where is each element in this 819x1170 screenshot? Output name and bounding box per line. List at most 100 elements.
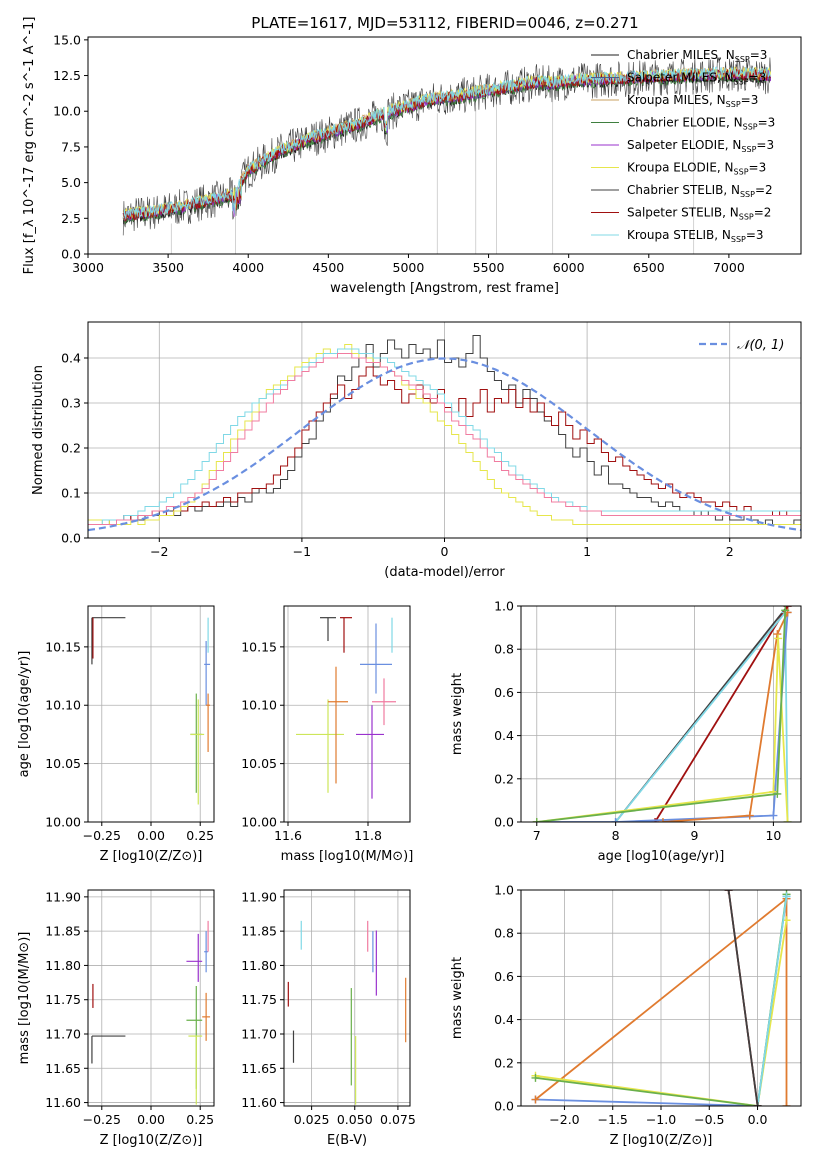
y-tick-label: 0.6 xyxy=(494,685,514,700)
x-tick-label: 4500 xyxy=(312,260,344,275)
x-tick-label: 7 xyxy=(533,828,541,843)
legend-label-main: Chabrier STELIB, N xyxy=(627,183,740,197)
x-tick-label: −2.0 xyxy=(549,1112,579,1127)
weight-marker xyxy=(651,818,660,822)
legend-label-main: Kroupa ELODIE, N xyxy=(627,161,734,175)
x-tick-label: 0.075 xyxy=(380,1112,416,1127)
y-tick-label: 11.90 xyxy=(241,889,277,904)
mass-vs-extinction-panel: 0.025 0.050 0.075 11.60 11.65 11.70 11.75 11.80… xyxy=(241,889,416,1148)
x-axis-title: age [log10(age/yr)] xyxy=(598,849,725,864)
y-tick-label: 5.0 xyxy=(61,175,81,190)
histogram-series-4 xyxy=(88,353,801,525)
legend-label-subscript: SSP xyxy=(734,78,749,87)
x-axis-title: (data-model)/error xyxy=(384,565,505,580)
y-tick-label: 0.0 xyxy=(494,1099,514,1114)
x-tick-label: 6500 xyxy=(633,260,665,275)
x-tick-label: 0.00 xyxy=(137,828,165,843)
y-tick-label: 11.70 xyxy=(241,1027,277,1042)
x-tick-label: 5500 xyxy=(473,260,505,275)
legend-label: Kroupa MILES, NSSP=3 xyxy=(627,93,758,109)
legend-label-subscript: SSP xyxy=(735,55,750,64)
y-tick-label: 10.05 xyxy=(241,756,277,771)
y-tick-label: 0.0 xyxy=(61,247,81,262)
x-tick-label: 1 xyxy=(583,544,591,559)
x-axis-title: Z [log10(Z/Z⊙)] xyxy=(610,1133,713,1148)
y-tick-label: 10.00 xyxy=(45,815,81,830)
legend-label-main: Kroupa MILES, N xyxy=(627,93,726,107)
y-tick-label: 11.85 xyxy=(241,924,277,939)
axes-frame xyxy=(520,605,802,823)
figure-title: PLATE=1617, MJD=53112, FIBERID=0046, z=0… xyxy=(251,14,638,32)
y-axis-title: Flux [f_λ 10^-17 erg cm^-2 s^-1 A^-1] xyxy=(22,17,37,275)
legend-label-subscript: SSP xyxy=(743,123,758,132)
x-tick-label: 3500 xyxy=(152,260,184,275)
y-tick-label: 10.05 xyxy=(45,756,81,771)
y-tick-label: 0.0 xyxy=(494,815,514,830)
y-axis-title: Normed distribution xyxy=(31,365,46,495)
x-tick-label: 3000 xyxy=(72,260,104,275)
legend-label-tail: =3 xyxy=(758,116,776,130)
x-tick-label: 0 xyxy=(441,544,449,559)
weight-line-5 xyxy=(536,638,789,822)
weight-marker xyxy=(532,818,541,822)
y-tick-label: 0.4 xyxy=(494,1012,514,1027)
legend-label-main: Salpeter STELIB, N xyxy=(627,206,739,220)
weight-marker xyxy=(783,818,792,822)
x-tick-label: 11.8 xyxy=(354,828,382,843)
y-tick-label: 15.0 xyxy=(53,32,81,47)
plot-area xyxy=(91,920,211,1105)
weight-line-6 xyxy=(727,890,759,1106)
x-tick-label: −1.0 xyxy=(646,1112,676,1127)
y-tick-label: 0.6 xyxy=(494,969,514,984)
y-tick-label: 11.70 xyxy=(45,1027,81,1042)
legend-label-tail: =3 xyxy=(750,48,768,62)
weight-marker xyxy=(769,811,778,820)
y-tick-label: 10.0 xyxy=(53,104,81,119)
legend-label-subscript: SSP xyxy=(739,213,754,222)
weight-marker xyxy=(781,606,790,615)
x-tick-label: −1.5 xyxy=(598,1112,628,1127)
weight-marker xyxy=(745,811,754,820)
y-tick-label: 0.8 xyxy=(494,642,514,657)
y-tick-label: 0.3 xyxy=(61,396,81,411)
x-tick-label: 7000 xyxy=(713,260,745,275)
weight-marker xyxy=(658,818,667,822)
legend-label-subscript: SSP xyxy=(731,235,746,244)
spectrum-chabrier-elodie-line xyxy=(122,70,771,225)
weight-line-2 xyxy=(535,920,788,1106)
y-tick-label: 0.8 xyxy=(494,926,514,941)
x-tick-label: 0.25 xyxy=(186,1112,214,1127)
legend-label-subscript: SSP xyxy=(726,100,741,109)
x-tick-label: −2 xyxy=(150,544,168,559)
x-tick-label: 10 xyxy=(765,828,781,843)
x-tick-label: 0.00 xyxy=(137,1112,165,1127)
weight-marker xyxy=(531,1095,540,1104)
mass-vs-metallicity-panel: −0.25 0.00 0.25 11.60 11.65 11.70 11.75 11.80 11… xyxy=(17,889,215,1148)
y-tick-label: 0.2 xyxy=(494,771,514,786)
legend-label-subscript: SSP xyxy=(734,168,749,177)
x-axis-title: wavelength [Angstrom, rest frame] xyxy=(330,281,559,296)
y-tick-label: 11.90 xyxy=(45,889,81,904)
y-tick-label: 10.10 xyxy=(45,698,81,713)
plot-area xyxy=(91,617,211,805)
y-tick-label: 2.5 xyxy=(61,211,81,226)
y-axis-title: age [log10(age/yr)] xyxy=(17,651,32,778)
legend-label: 𝒩(0, 1) xyxy=(737,338,784,353)
x-tick-label: −0.5 xyxy=(694,1112,724,1127)
plot-area xyxy=(122,57,771,254)
x-tick-label: −1 xyxy=(293,544,311,559)
legend-label-subscript: SSP xyxy=(740,190,755,199)
x-axis-title: E(B-V) xyxy=(327,1133,367,1148)
y-tick-label: 12.5 xyxy=(53,68,81,83)
y-tick-label: 0.2 xyxy=(494,1055,514,1070)
legend-label-tail: =3 xyxy=(749,161,767,175)
legend-label: Chabrier MILES, NSSP=3 xyxy=(627,48,767,64)
y-tick-label: 11.60 xyxy=(45,1095,81,1110)
y-tick-label: 10.00 xyxy=(241,815,277,830)
legend-label-main: Chabrier MILES, N xyxy=(627,48,735,62)
y-axis-title: mass [log10(M/M⊙)] xyxy=(17,932,32,1065)
legend-label-tail: =2 xyxy=(754,206,772,220)
y-tick-label: 10.15 xyxy=(241,639,277,654)
x-tick-label: 2 xyxy=(726,544,734,559)
